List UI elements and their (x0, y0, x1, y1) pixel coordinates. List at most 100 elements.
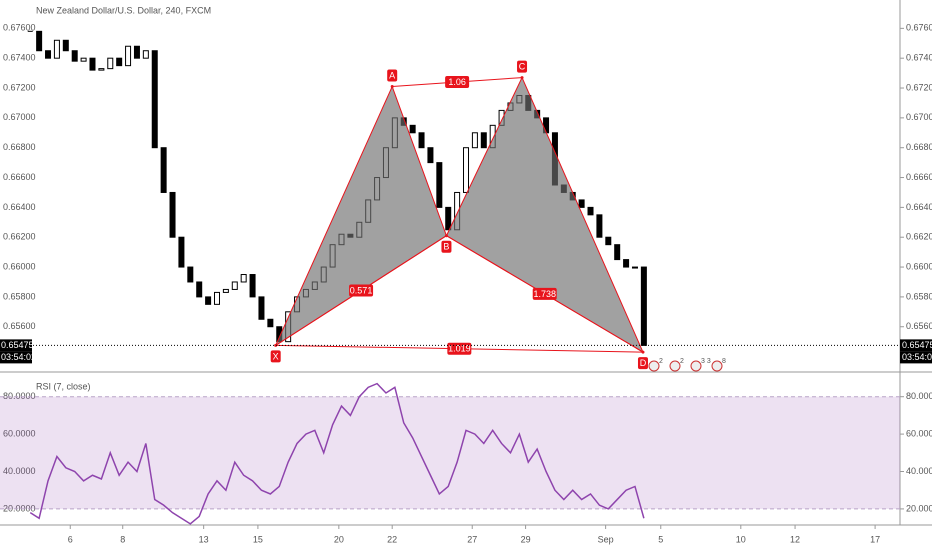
event-count: 3 3 (701, 358, 711, 365)
candle (587, 206, 594, 216)
last-price-box (900, 339, 932, 352)
point-label: X (273, 351, 279, 361)
y-tick-label: 0.67200 (906, 82, 932, 92)
last-price-label-left: 0.65475 (1, 340, 34, 350)
candle (213, 291, 220, 305)
candle (463, 147, 470, 193)
point-label: B (443, 242, 449, 252)
ratio-label: 0.571 (350, 285, 373, 295)
candle (471, 132, 478, 149)
y-tick-label: 0.66000 (906, 261, 932, 271)
x-tick-label: 5 (658, 534, 663, 544)
candle (445, 206, 452, 231)
rsi-line (29, 382, 645, 525)
candle (205, 296, 212, 305)
candle (614, 244, 621, 261)
candle (196, 281, 203, 298)
ratio-label: 1.06 (448, 77, 466, 87)
x-tick-label: Sep (598, 534, 614, 544)
candle (62, 39, 69, 52)
y-tick-label: 0.67600 (906, 23, 932, 33)
point-box (441, 240, 452, 253)
candle (80, 57, 87, 62)
candle (231, 281, 238, 290)
x-tick-label: 15 (253, 534, 263, 544)
last-price-box-left (0, 339, 32, 352)
ratio-box (349, 284, 374, 297)
x-tick-label: 8 (120, 534, 125, 544)
y-tick-label: 0.65800 (906, 291, 932, 301)
ratio-box (532, 287, 557, 300)
y-tick-label: 0.66200 (906, 232, 932, 242)
rsi-band (0, 396, 900, 509)
y-tick-label-left: 40.0000 (3, 466, 36, 476)
candle (480, 132, 487, 149)
candle (222, 288, 229, 293)
candle (133, 45, 140, 59)
pattern-point (641, 350, 645, 354)
pattern-point (390, 85, 394, 89)
y-tick-label-left: 0.65600 (3, 321, 36, 331)
last-price-label: 0.65475 (902, 340, 932, 350)
candle (178, 236, 185, 268)
candle (258, 296, 265, 320)
y-tick-label-left: 60.0000 (3, 428, 36, 438)
point-box (270, 350, 281, 363)
y-tick-label: 0.67000 (906, 112, 932, 122)
x-tick-label: 12 (790, 534, 800, 544)
y-tick-label: 40.0000 (906, 466, 932, 476)
candle (240, 274, 247, 283)
y-tick-label-left: 0.67200 (3, 82, 36, 92)
candle (578, 199, 585, 208)
y-tick-label: 20.0000 (906, 503, 932, 513)
candle (436, 162, 443, 208)
x-tick-label: 27 (467, 534, 477, 544)
candle (187, 266, 194, 283)
y-tick-label-left: 0.65800 (3, 291, 36, 301)
candle (116, 57, 123, 67)
event-count: 2 (680, 358, 684, 365)
y-tick-label-left: 20.0000 (3, 503, 36, 513)
candle (107, 57, 114, 70)
y-tick-label: 0.66400 (906, 202, 932, 212)
rsi-title: RSI (7, close) (36, 381, 91, 391)
point-box (517, 60, 528, 73)
candle (53, 39, 60, 59)
event-count: 2 (659, 358, 663, 365)
countdown-label: 03:54:02 (902, 352, 932, 362)
countdown-box-left (0, 351, 32, 364)
point-box (637, 357, 648, 370)
point-label: C (519, 61, 526, 71)
x-tick-label: 10 (736, 534, 746, 544)
candle (267, 318, 274, 328)
countdown-box (900, 351, 932, 364)
x-tick-label: 29 (521, 534, 531, 544)
event-icon (669, 360, 681, 372)
point-label: A (389, 70, 395, 80)
y-tick-label: 0.66800 (906, 142, 932, 152)
y-tick-label: 0.65600 (906, 321, 932, 331)
candle (427, 147, 434, 164)
y-tick-label-left: 0.66200 (3, 232, 36, 242)
candle (98, 68, 105, 71)
x-tick-label: 13 (199, 534, 209, 544)
point-box (387, 69, 398, 82)
candle (160, 147, 167, 193)
y-tick-label-left: 0.67600 (3, 23, 36, 33)
ratio-box (445, 76, 470, 89)
y-tick-label-left: 0.66000 (3, 261, 36, 271)
y-tick-label-left: 0.66600 (3, 172, 36, 182)
candle (142, 50, 149, 59)
event-icon (690, 360, 702, 372)
pattern-point (520, 76, 524, 80)
candle (418, 132, 425, 149)
candle (36, 30, 43, 52)
y-tick-label-left: 0.66400 (3, 202, 36, 212)
point-label: D (640, 358, 647, 368)
y-tick-label-left: 80.0000 (3, 391, 36, 401)
x-tick-label: 20 (334, 534, 344, 544)
candle (151, 50, 158, 149)
ratio-label: 1.019 (448, 344, 471, 354)
countdown-label-left: 03:54:02 (1, 352, 36, 362)
candle (71, 50, 78, 62)
